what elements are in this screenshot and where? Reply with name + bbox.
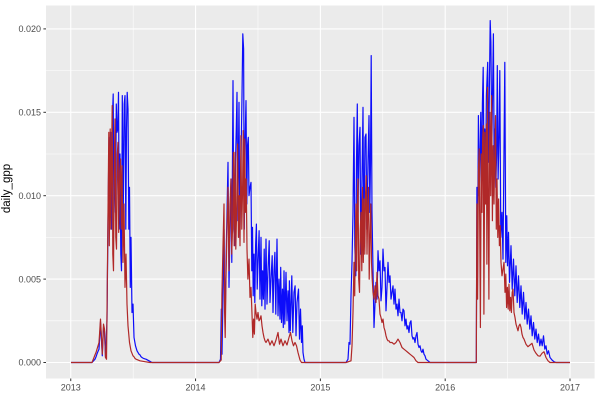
svg-text:daily_gpp: daily_gpp (1, 164, 13, 213)
svg-text:0.005: 0.005 (18, 274, 41, 284)
svg-text:2013: 2013 (61, 383, 81, 393)
svg-text:0.000: 0.000 (18, 358, 41, 368)
svg-text:0.015: 0.015 (18, 108, 41, 118)
svg-text:2016: 2016 (435, 383, 455, 393)
svg-text:2014: 2014 (186, 383, 206, 393)
svg-text:0.010: 0.010 (18, 191, 41, 201)
svg-text:2015: 2015 (310, 383, 330, 393)
svg-text:0.020: 0.020 (18, 24, 41, 34)
svg-text:2017: 2017 (560, 383, 580, 393)
